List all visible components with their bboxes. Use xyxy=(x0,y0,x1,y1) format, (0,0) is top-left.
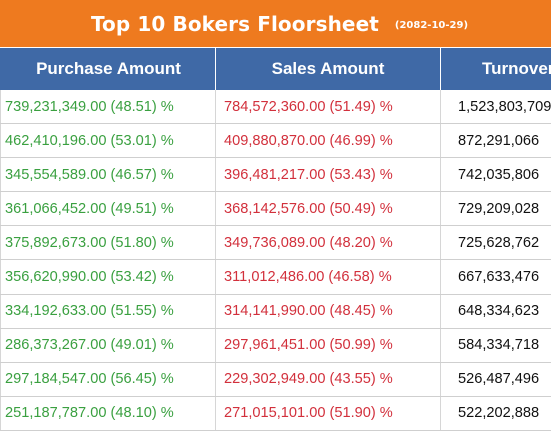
sales-amount-cell: 368,142,576.00 (50.49) % xyxy=(215,192,440,226)
purchase-amount-cell: 345,554,589.00 (46.57) % xyxy=(5,166,174,183)
report-date: (2082-10-29) xyxy=(394,20,469,31)
purchase-amount-cell: 739,231,349.00 (48.51) % xyxy=(5,98,174,115)
sales-amount-cell: 409,880,870.00 (46.99) % xyxy=(215,124,440,158)
purchase-amount-cell: 462,410,196.00 (53.01) % xyxy=(5,132,174,149)
table-row: 739,231,349.00 (48.51) % 784,572,360.00 (… xyxy=(0,90,551,125)
purchase-amount-cell: 375,892,673.00 (51.80) % xyxy=(5,234,174,251)
purchase-amount-cell: 356,620,990.00 (53.42) % xyxy=(5,269,174,286)
sales-amount-cell: 229,302,949.00 (43.55) % xyxy=(215,362,440,396)
table-header-row: Purchase Amount Sales Amount Turnover xyxy=(0,47,551,90)
turnover-cell: 584,334,718 xyxy=(440,328,551,362)
table-row: 345,554,589.00 (46.57) % 396,481,217.00 (… xyxy=(0,158,551,193)
sales-amount-cell: 349,736,089.00 (48.20) % xyxy=(215,226,440,260)
table-row: 251,187,787.00 (48.10) % 271,015,101.00 (… xyxy=(0,396,551,431)
sales-amount-cell: 311,012,486.00 (46.58) % xyxy=(215,260,440,294)
sales-amount-cell: 271,015,101.00 (51.90) % xyxy=(215,396,440,430)
table-body: 739,231,349.00 (48.51) % 784,572,360.00 (… xyxy=(0,90,551,431)
table-row: 361,066,452.00 (49.51) % 368,142,576.00 (… xyxy=(0,192,551,227)
turnover-cell: 729,209,028 xyxy=(440,192,551,226)
table-row: 462,410,196.00 (53.01) % 409,880,870.00 (… xyxy=(0,124,551,159)
turnover-cell: 725,628,762 xyxy=(440,226,551,260)
table-row: 356,620,990.00 (53.42) % 311,012,486.00 (… xyxy=(0,260,551,295)
table-left-border xyxy=(0,0,1,431)
turnover-cell: 526,487,496 xyxy=(440,362,551,396)
purchase-amount-cell: 251,187,787.00 (48.10) % xyxy=(5,405,174,422)
turnover-cell: 522,202,888 xyxy=(440,396,551,430)
purchase-amount-cell: 286,373,267.00 (49.01) % xyxy=(5,337,174,354)
title-banner: Top 10 Bokers Floorsheet (2082-10-29) xyxy=(0,0,551,47)
floorsheet-table: Purchase Amount Sales Amount Turnover 73… xyxy=(0,47,551,431)
purchase-amount-cell: 297,184,547.00 (56.45) % xyxy=(5,371,174,388)
column-header-purchase-amount: Purchase Amount xyxy=(36,59,181,78)
turnover-cell: 742,035,806 xyxy=(440,158,551,192)
table-row: 334,192,633.00 (51.55) % 314,141,990.00 (… xyxy=(0,294,551,329)
turnover-cell: 667,633,476 xyxy=(440,260,551,294)
table-row: 375,892,673.00 (51.80) % 349,736,089.00 (… xyxy=(0,226,551,261)
turnover-cell: 648,334,623 xyxy=(440,294,551,328)
purchase-amount-cell: 334,192,633.00 (51.55) % xyxy=(5,303,174,320)
sales-amount-cell: 396,481,217.00 (53.43) % xyxy=(215,158,440,192)
page-title: Top 10 Bokers Floorsheet xyxy=(90,11,379,36)
sales-amount-cell: 314,141,990.00 (48.45) % xyxy=(215,294,440,328)
table-row: 286,373,267.00 (49.01) % 297,961,451.00 (… xyxy=(0,328,551,363)
sales-amount-cell: 784,572,360.00 (51.49) % xyxy=(215,90,440,124)
purchase-amount-cell: 361,066,452.00 (49.51) % xyxy=(5,200,174,217)
sales-amount-cell: 297,961,451.00 (50.99) % xyxy=(215,328,440,362)
column-header-sales-amount: Sales Amount xyxy=(215,48,440,90)
turnover-cell: 872,291,066 xyxy=(440,124,551,158)
column-header-turnover: Turnover xyxy=(440,48,551,90)
table-row: 297,184,547.00 (56.45) % 229,302,949.00 (… xyxy=(0,362,551,397)
turnover-cell: 1,523,803,709 xyxy=(440,90,551,124)
